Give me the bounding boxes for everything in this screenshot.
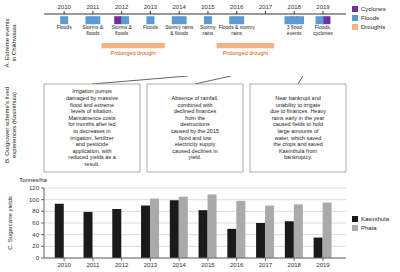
svg-text:100: 100 <box>29 197 40 203</box>
svg-text:Tonnes/ha: Tonnes/ha <box>19 177 47 183</box>
svg-text:0: 0 <box>36 255 40 261</box>
svg-text:2017: 2017 <box>259 4 273 10</box>
svg-text:40: 40 <box>32 232 39 238</box>
svg-text:20: 20 <box>32 243 39 249</box>
svg-text:80: 80 <box>32 208 39 214</box>
svg-text:C. Sugarcane yields: C. Sugarcane yields <box>8 196 13 250</box>
svg-text:Floods & stormyrains: Floods & stormyrains <box>219 24 256 36</box>
svg-text:2018: 2018 <box>288 262 302 268</box>
svg-text:2013: 2013 <box>144 262 158 268</box>
svg-text:Absence of rainfall,combined w: Absence of rainfall,combined withdecline… <box>171 95 219 160</box>
svg-text:2015: 2015 <box>201 4 215 10</box>
svg-text:Floods,cyclones: Floods,cyclones <box>313 24 333 36</box>
svg-text:2017: 2017 <box>259 262 273 268</box>
svg-text:Floods: Floods <box>143 24 159 30</box>
svg-text:Near bankrupt andunability to: Near bankrupt andunability to irrigatedu… <box>270 95 326 160</box>
svg-text:Stormyrains: Stormyrains <box>200 24 216 36</box>
svg-text:A. Extreme eventsin Chikhwawa: A. Extreme eventsin Chikhwawa <box>8 18 17 67</box>
svg-text:2010: 2010 <box>57 262 71 268</box>
svg-text:2014: 2014 <box>173 262 187 268</box>
svg-text:Storms &floods: Storms &floods <box>111 24 132 36</box>
svg-text:2016: 2016 <box>230 262 244 268</box>
svg-text:2011: 2011 <box>86 4 100 10</box>
svg-text:2012: 2012 <box>115 262 129 268</box>
svg-text:Prolonged drought: Prolonged drought <box>111 50 157 56</box>
svg-text:3 floodevents: 3 floodevents <box>287 24 302 36</box>
svg-text:60: 60 <box>32 220 39 226</box>
svg-text:120: 120 <box>29 185 40 191</box>
svg-text:2011: 2011 <box>86 262 100 268</box>
svg-text:Prolonged drought: Prolonged drought <box>223 50 269 56</box>
svg-text:2015: 2015 <box>201 262 215 268</box>
svg-text:2010: 2010 <box>57 4 71 10</box>
svg-text:Floods: Floods <box>57 24 73 30</box>
svg-text:2012: 2012 <box>115 4 129 10</box>
svg-text:Stormy rains& floods: Stormy rains& floods <box>165 24 194 36</box>
svg-text:2019: 2019 <box>316 262 330 268</box>
svg-text:2013: 2013 <box>144 4 158 10</box>
svg-text:B. Outgrower scheme's livedexp: B. Outgrower scheme's livedexperiences (… <box>8 87 17 163</box>
svg-text:Irrigation pumpsdamaged by mas: Irrigation pumpsdamaged by massiveflood … <box>66 88 118 167</box>
svg-text:2014: 2014 <box>173 4 187 10</box>
svg-text:2019: 2019 <box>316 4 330 10</box>
svg-text:2018: 2018 <box>288 4 302 10</box>
svg-text:2016: 2016 <box>230 4 244 10</box>
svg-text:Storms &floods: Storms &floods <box>83 24 104 36</box>
